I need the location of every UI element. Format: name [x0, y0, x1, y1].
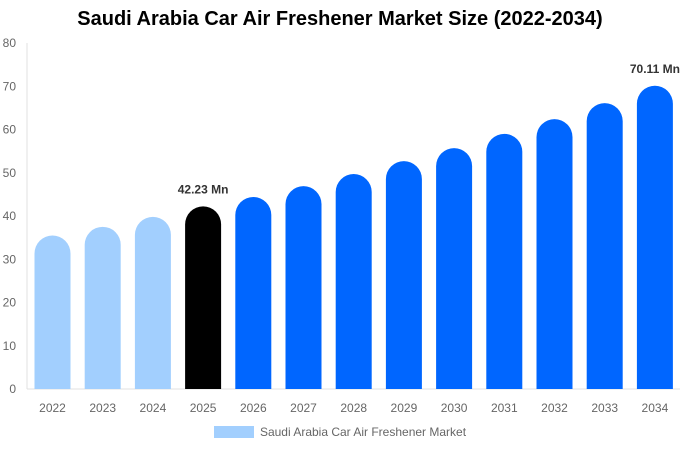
- legend-label: Saudi Arabia Car Air Freshener Market: [259, 425, 467, 439]
- y-tick-label: 20: [3, 296, 17, 310]
- data-label: 42.23 Mn: [178, 182, 229, 196]
- bar-2032: [536, 119, 573, 389]
- bar-2027: [285, 186, 322, 389]
- y-tick-label: 60: [3, 123, 17, 137]
- x-tick-label: 2033: [591, 401, 618, 415]
- bar-2033: [586, 103, 623, 390]
- y-tick-label: 10: [3, 339, 17, 353]
- bar-2034: [636, 85, 673, 390]
- bar-2023: [84, 226, 121, 389]
- bar-2025: [185, 206, 222, 389]
- y-tick-label: 0: [9, 382, 16, 396]
- y-tick-label: 30: [3, 252, 17, 266]
- y-tick-label: 80: [3, 36, 17, 50]
- bar-2028: [335, 174, 372, 389]
- x-tick-label: 2023: [89, 401, 116, 415]
- x-tick-label: 2027: [290, 401, 317, 415]
- x-tick-label: 2031: [491, 401, 518, 415]
- bar-2030: [436, 148, 473, 389]
- bar-2031: [486, 133, 523, 389]
- x-tick-label: 2024: [140, 401, 167, 415]
- chart-title: Saudi Arabia Car Air Freshener Market Si…: [77, 8, 603, 30]
- bar-2029: [385, 161, 422, 389]
- x-tick-label: 2022: [39, 401, 66, 415]
- bar-2022: [34, 235, 71, 389]
- bar-2024: [134, 216, 171, 389]
- x-tick-label: 2028: [340, 401, 367, 415]
- legend-swatch: [213, 426, 254, 438]
- x-tick-label: 2034: [642, 401, 669, 415]
- x-tick-label: 2029: [391, 401, 418, 415]
- x-tick-label: 2025: [190, 401, 217, 415]
- x-tick-label: 2026: [240, 401, 267, 415]
- y-tick-label: 40: [3, 209, 17, 223]
- x-tick-label: 2032: [541, 401, 568, 415]
- x-tick-label: 2030: [441, 401, 468, 415]
- bar-2026: [235, 196, 272, 389]
- y-tick-label: 50: [3, 166, 17, 180]
- data-label: 70.11 Mn: [630, 62, 680, 76]
- legend: Saudi Arabia Car Air Freshener Market: [0, 425, 680, 439]
- y-tick-label: 70: [3, 79, 17, 93]
